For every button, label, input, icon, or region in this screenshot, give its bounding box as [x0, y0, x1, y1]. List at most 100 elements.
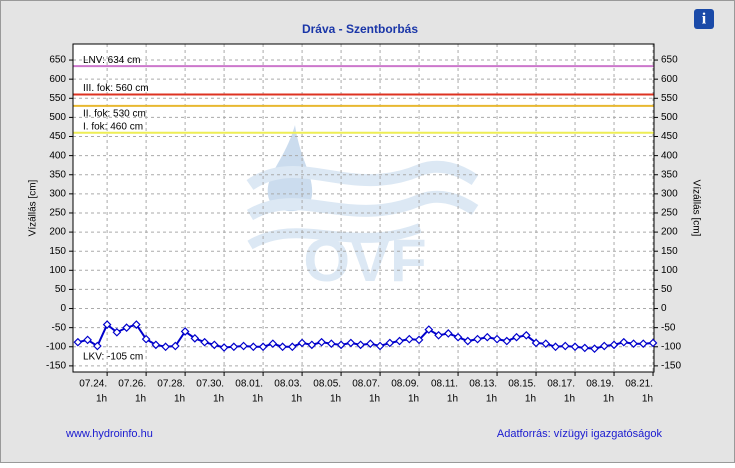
- x-tick-label: 08.11.: [431, 379, 458, 390]
- data-point: [132, 320, 141, 329]
- data-point: [297, 338, 307, 348]
- data-point: [287, 342, 297, 352]
- y2-tick-label: 150: [661, 246, 678, 257]
- y2-tick-label: 550: [661, 93, 678, 104]
- x-tick-label: 07.30.: [196, 379, 224, 390]
- wave: [246, 190, 479, 221]
- reference-label: LKV: -105 cm: [83, 351, 143, 362]
- x-tick-sublabel: 1h: [96, 394, 107, 405]
- data-point: [443, 329, 453, 338]
- data-point: [112, 327, 122, 337]
- y2-tick-label: 600: [661, 74, 678, 85]
- data-point: [541, 339, 551, 349]
- info-icon[interactable]: i: [702, 11, 707, 28]
- info-button[interactable]: i: [694, 9, 714, 29]
- y-tick-label: 50: [55, 284, 67, 295]
- drop: [267, 125, 313, 212]
- data-point: [83, 335, 92, 345]
- y2-tick-label: 650: [661, 55, 678, 66]
- y-tick-label: 500: [49, 112, 66, 123]
- data-point: [570, 342, 580, 352]
- x-tick-label: 08.19.: [586, 379, 614, 390]
- y-tick-label: 600: [49, 74, 66, 85]
- x-tick-sublabel: 1h: [330, 394, 341, 405]
- x-tick-label: 07.28.: [157, 379, 185, 390]
- data-point: [141, 334, 151, 344]
- data-point: [512, 332, 521, 342]
- y2-axis-label: Vízállás [cm]: [690, 180, 701, 237]
- x-tick-sublabel: 1h: [486, 394, 497, 405]
- y2-tick-label: 50: [661, 284, 673, 295]
- footer-source: Adatforrás: vízügyi igazgatóságok: [497, 428, 663, 440]
- x-tick-sublabel: 1h: [603, 394, 614, 405]
- x-tick-label: 08.21.: [625, 379, 653, 390]
- wave: [247, 223, 422, 250]
- watermark: OVF: [246, 125, 479, 294]
- data-point: [278, 342, 287, 352]
- data-point: [180, 327, 190, 336]
- y2-tick-label: -100: [661, 341, 681, 352]
- data-point: [590, 344, 599, 354]
- data-point: [93, 341, 102, 351]
- data-point: [268, 339, 278, 349]
- y-tick-label: 300: [49, 188, 66, 199]
- x-tick-label: 08.15.: [508, 379, 536, 390]
- y-tick-label: 100: [49, 265, 66, 276]
- x-tick-sublabel: 1h: [291, 394, 302, 405]
- reference-label: LNV: 634 cm: [83, 55, 140, 66]
- x-tick-sublabel: 1h: [642, 394, 653, 405]
- data-point: [424, 325, 434, 334]
- x-tick-label: 07.26.: [118, 379, 146, 390]
- y-tick-label: 450: [49, 131, 66, 142]
- y-tick-label: 250: [49, 208, 66, 219]
- x-tick-label: 08.13.: [469, 379, 497, 390]
- x-tick-label: 08.09.: [391, 379, 419, 390]
- plot-frame: [72, 43, 655, 373]
- data-point: [580, 343, 590, 353]
- data-point: [151, 340, 161, 350]
- x-tick-sublabel: 1h: [408, 394, 419, 405]
- data-point: [492, 334, 502, 344]
- y2-tick-label: 450: [661, 131, 678, 142]
- y-tick-label: -100: [46, 341, 66, 352]
- data-point: [307, 340, 317, 350]
- y2-tick-label: 200: [661, 227, 678, 238]
- x-tick-sublabel: 1h: [369, 394, 380, 405]
- y2-tick-label: 250: [661, 208, 678, 219]
- data-point: [73, 337, 83, 347]
- x-tick-label: 07.24.: [79, 379, 107, 390]
- y-tick-label: 150: [49, 246, 66, 257]
- x-tick-sublabel: 1h: [564, 394, 575, 405]
- data-point: [200, 337, 209, 347]
- watermark-text: OVF: [303, 227, 426, 294]
- x-tick-label: 08.07.: [352, 379, 380, 390]
- x-tick-label: 08.03.: [274, 379, 302, 390]
- x-tick-label: 08.05.: [313, 379, 341, 390]
- data-point: [385, 338, 395, 348]
- y-tick-label: 0: [60, 303, 66, 314]
- data-point: [619, 337, 629, 347]
- data-point: [502, 336, 512, 346]
- x-tick-sublabel: 1h: [213, 394, 224, 405]
- y-tick-label: 200: [49, 227, 66, 238]
- y2-tick-label: 300: [661, 188, 678, 199]
- info-icon-bg[interactable]: [694, 9, 714, 29]
- y-axis-label: Vízállás [cm]: [28, 179, 39, 236]
- data-point: [531, 338, 541, 348]
- x-tick-sublabel: 1h: [447, 394, 458, 405]
- y2-tick-label: 350: [661, 169, 678, 180]
- data-point: [453, 332, 463, 342]
- footer-link[interactable]: www.hydroinfo.hu: [65, 428, 153, 440]
- data-point: [560, 341, 570, 351]
- data-point: [239, 341, 248, 351]
- data-point: [551, 342, 560, 352]
- data-point: [102, 320, 112, 329]
- y-tick-label: -150: [46, 361, 66, 372]
- chart-title: Dráva - Szentborbás: [302, 22, 418, 36]
- data-point: [171, 341, 180, 351]
- data-point: [326, 339, 336, 349]
- y-tick-label: 550: [49, 93, 66, 104]
- data-point: [317, 337, 326, 347]
- data-point: [356, 340, 365, 350]
